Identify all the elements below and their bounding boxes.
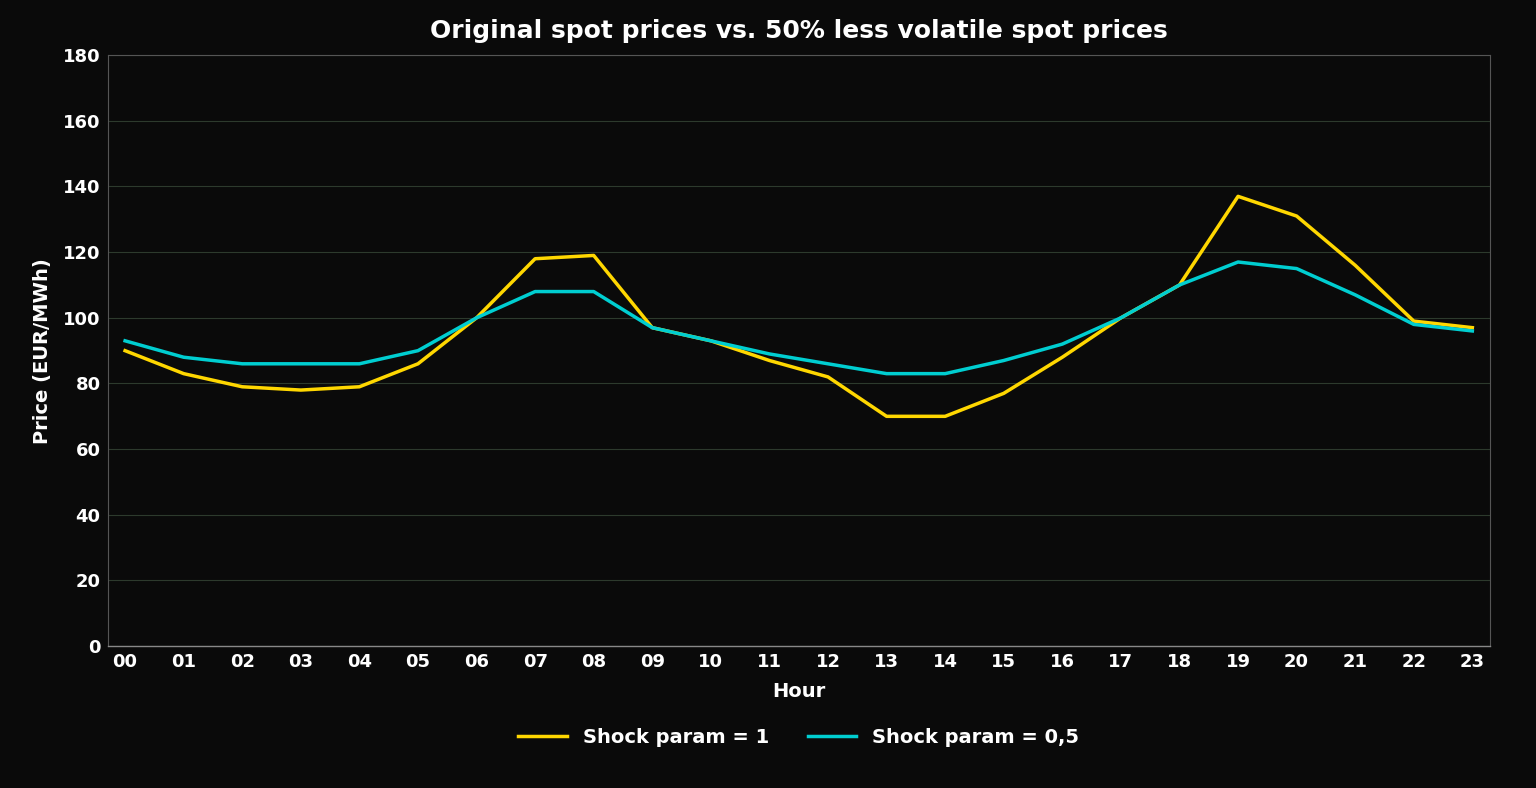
Title: Original spot prices vs. 50% less volatile spot prices: Original spot prices vs. 50% less volati… [430, 20, 1167, 43]
Y-axis label: Price (EUR/MWh): Price (EUR/MWh) [32, 258, 52, 444]
X-axis label: Hour: Hour [773, 682, 825, 701]
Legend: Shock param = 1, Shock param = 0,5: Shock param = 1, Shock param = 0,5 [510, 720, 1087, 755]
